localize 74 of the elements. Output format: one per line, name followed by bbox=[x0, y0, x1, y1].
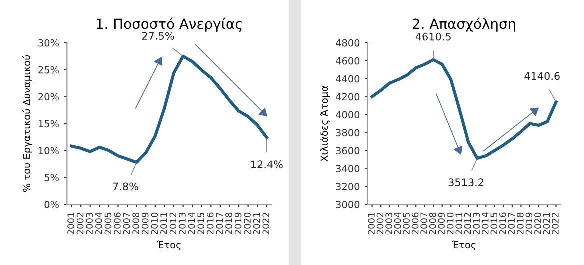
x-tick-label: 2005 bbox=[104, 213, 112, 235]
y-tick-label: 30% bbox=[38, 39, 59, 47]
y-tick-label: 4000 bbox=[336, 111, 360, 119]
annotation: 3513.2 bbox=[448, 178, 484, 187]
x-tick-label: 2008 bbox=[132, 212, 140, 235]
y-tick-label: 3800 bbox=[336, 129, 360, 137]
x-tick-label: 2019 bbox=[526, 212, 533, 235]
y-axis-title: Χιλιάδες Άτομα bbox=[320, 86, 330, 162]
x-tick-label: 2002 bbox=[76, 213, 84, 235]
x-tick-label: 2003 bbox=[86, 212, 94, 235]
x-tick-label: 2007 bbox=[420, 212, 428, 235]
line-series bbox=[370, 58, 558, 160]
x-tick-label: 2009 bbox=[142, 212, 149, 235]
x-tick-label: 2001 bbox=[368, 213, 375, 235]
x-axis-title: Έτος bbox=[156, 240, 181, 251]
x-tick-label: 2014 bbox=[482, 212, 489, 235]
x-tick-label: 2016 bbox=[499, 212, 506, 235]
x-tick-label: 2010 bbox=[151, 212, 158, 235]
x-tick-label: 2012 bbox=[464, 213, 472, 235]
x-tick-label: 2006 bbox=[114, 212, 121, 235]
x-tick-label: 2011 bbox=[160, 213, 168, 235]
x-tick-label: 2015 bbox=[198, 213, 204, 235]
y-axis-title: % του Εργατικού Δυναμικού bbox=[22, 55, 32, 192]
annotation: 4140.6 bbox=[524, 72, 560, 80]
x-tick-label: 2020 bbox=[534, 212, 542, 235]
x-tick-label: 2007 bbox=[123, 212, 130, 235]
x-tick-label: 2010 bbox=[446, 212, 454, 235]
x-tick-label: 2006 bbox=[412, 212, 419, 235]
annotation: 4610.5 bbox=[416, 32, 451, 41]
y-tick-label: 3000 bbox=[336, 201, 360, 208]
chart-title: 1. Ποσοστό Ανεργίας bbox=[96, 18, 242, 32]
y-tick-label: 20% bbox=[38, 93, 59, 101]
x-tick-label: 2020 bbox=[244, 212, 251, 235]
x-tick-label: 2002 bbox=[376, 213, 384, 235]
x-tick-label: 2019 bbox=[234, 212, 242, 235]
y-tick-label: 3200 bbox=[336, 183, 360, 190]
x-tick-label: 2004 bbox=[394, 212, 402, 235]
annotation: 27.5% bbox=[142, 32, 174, 40]
x-tick-label: 2004 bbox=[95, 212, 102, 235]
x-tick-label: 2021 bbox=[543, 213, 550, 235]
x-tick-label: 2008 bbox=[429, 212, 436, 235]
y-tick-label: 4800 bbox=[336, 39, 360, 47]
y-tick-label: 4600 bbox=[336, 57, 360, 65]
x-tick-label: 2022 bbox=[262, 213, 270, 235]
x-tick-label: 2001 bbox=[68, 213, 74, 235]
y-tick-label: 0% bbox=[44, 201, 59, 208]
x-tick-label: 2017 bbox=[508, 212, 516, 235]
y-tick-label: 4200 bbox=[336, 93, 360, 101]
y-tick-label: 25% bbox=[38, 66, 59, 74]
x-tick-label: 2013 bbox=[473, 212, 480, 235]
x-tick-label: 2016 bbox=[206, 212, 214, 235]
x-tick-label: 2018 bbox=[517, 212, 524, 235]
x-tick-label: 2022 bbox=[552, 213, 559, 235]
x-tick-label: 2021 bbox=[253, 213, 260, 235]
y-tick-label: 3600 bbox=[336, 147, 360, 155]
y-tick-label: 15% bbox=[38, 120, 59, 128]
x-tick-label: 2012 bbox=[170, 213, 177, 235]
y-tick-label: 4400 bbox=[336, 75, 360, 83]
x-axis-title: Έτος bbox=[452, 240, 476, 251]
x-tick-label: 2017 bbox=[216, 212, 224, 235]
x-tick-label: 2013 bbox=[179, 212, 186, 235]
x-tick-label: 2009 bbox=[438, 212, 445, 235]
x-tick-label: 2018 bbox=[226, 212, 232, 235]
x-tick-label: 2011 bbox=[456, 213, 463, 235]
x-tick-label: 2015 bbox=[490, 213, 498, 235]
x-tick-label: 2005 bbox=[403, 213, 410, 235]
y-tick-label: 3400 bbox=[336, 165, 360, 172]
x-tick-label: 2003 bbox=[386, 212, 392, 235]
y-tick-label: 5% bbox=[44, 174, 59, 182]
y-tick-label: 10% bbox=[38, 147, 59, 155]
annotation: 12.4% bbox=[252, 160, 283, 169]
x-tick-label: 2014 bbox=[188, 212, 196, 235]
chart-title: 2. Απασχόληση bbox=[412, 18, 516, 32]
annotation: 7.8% bbox=[113, 182, 138, 191]
